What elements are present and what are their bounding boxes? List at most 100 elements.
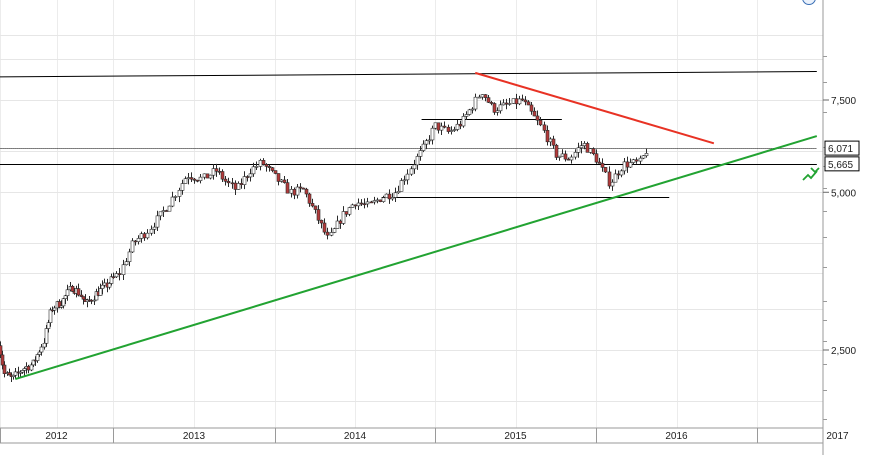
candle-down xyxy=(264,164,269,167)
candle xyxy=(523,96,528,106)
candle-down xyxy=(542,124,547,131)
candle-up xyxy=(455,123,460,130)
candle xyxy=(236,181,241,190)
candle xyxy=(464,111,469,121)
candle-up xyxy=(254,166,259,168)
candle-up xyxy=(402,179,407,182)
candle xyxy=(124,258,129,266)
candle-up xyxy=(248,173,253,178)
candle xyxy=(167,205,172,212)
candle-down xyxy=(458,123,463,127)
candle xyxy=(117,268,122,281)
candle xyxy=(109,273,114,286)
candle xyxy=(538,117,543,127)
candle xyxy=(433,122,438,130)
candle xyxy=(214,163,219,177)
candle-down xyxy=(325,231,330,236)
candle-up xyxy=(424,140,429,145)
candle-down xyxy=(353,204,358,207)
candle-up xyxy=(582,143,587,146)
candle-up xyxy=(65,289,70,297)
candle xyxy=(65,284,70,301)
candle-up xyxy=(170,196,175,207)
price-label: 6,071 xyxy=(824,140,860,156)
candle-up xyxy=(295,186,300,196)
candle-down xyxy=(359,202,364,205)
candle xyxy=(365,197,370,208)
candle-up xyxy=(48,309,53,323)
candle-up xyxy=(161,210,166,213)
candle xyxy=(276,173,281,186)
price-alert-icon[interactable] xyxy=(802,167,820,181)
candle xyxy=(282,176,287,184)
candle xyxy=(192,177,197,184)
candle-up xyxy=(114,273,119,278)
candle-up xyxy=(102,282,107,286)
candle-up xyxy=(644,153,649,157)
candle xyxy=(92,295,97,305)
candle-down xyxy=(362,203,367,206)
plot-area xyxy=(0,0,823,428)
candle-down xyxy=(313,205,318,210)
candle-up xyxy=(98,288,103,296)
candle-down xyxy=(514,98,519,105)
candle xyxy=(532,107,537,117)
candle-up xyxy=(107,283,112,288)
candle-down xyxy=(523,99,528,103)
candle-up xyxy=(375,199,380,202)
candle xyxy=(254,161,259,171)
candle xyxy=(461,113,466,128)
candle-down xyxy=(245,176,250,178)
candle-down xyxy=(214,168,219,172)
candle xyxy=(295,183,300,199)
candle xyxy=(13,368,18,379)
candle xyxy=(226,177,231,187)
candle-up xyxy=(155,215,160,228)
candle-up xyxy=(548,138,553,143)
circle-menu-icon[interactable] xyxy=(802,0,816,5)
candle-up xyxy=(390,197,395,200)
candle-down xyxy=(591,148,596,155)
candle-down xyxy=(117,273,122,275)
candle xyxy=(369,200,374,204)
candle-up xyxy=(37,351,42,355)
candle-down xyxy=(387,193,392,200)
candle xyxy=(136,235,141,245)
candle-down xyxy=(192,178,197,181)
candle-up xyxy=(501,102,506,106)
candle xyxy=(211,164,216,180)
candle-down xyxy=(585,143,590,153)
candle xyxy=(554,143,559,160)
candle xyxy=(0,341,3,358)
candle xyxy=(449,126,454,135)
candle-up xyxy=(427,139,432,142)
candle xyxy=(350,203,355,208)
candle xyxy=(310,198,315,208)
candle xyxy=(341,206,346,226)
candle xyxy=(551,135,556,149)
candle-up xyxy=(381,197,386,202)
candle-down xyxy=(270,167,275,171)
price-label-text: 6,071 xyxy=(828,144,853,155)
candle-up xyxy=(152,226,157,230)
candle-down xyxy=(446,126,451,132)
candle-up xyxy=(139,233,144,239)
candle-down xyxy=(2,364,7,374)
candle-up xyxy=(467,109,472,115)
candle-down xyxy=(504,102,509,105)
candle-up xyxy=(638,157,643,162)
candle xyxy=(335,215,340,229)
candle xyxy=(507,98,512,106)
candle-up xyxy=(350,204,355,208)
x-tick-label: 2016 xyxy=(665,431,688,442)
candle xyxy=(44,324,49,347)
candle-up xyxy=(507,103,512,105)
candle-down xyxy=(292,189,297,196)
candle xyxy=(409,166,414,176)
candle-down xyxy=(344,211,349,215)
candle xyxy=(535,110,540,126)
candle xyxy=(149,225,154,236)
candle xyxy=(517,95,522,106)
candle xyxy=(329,227,334,237)
candle-down xyxy=(545,130,550,143)
